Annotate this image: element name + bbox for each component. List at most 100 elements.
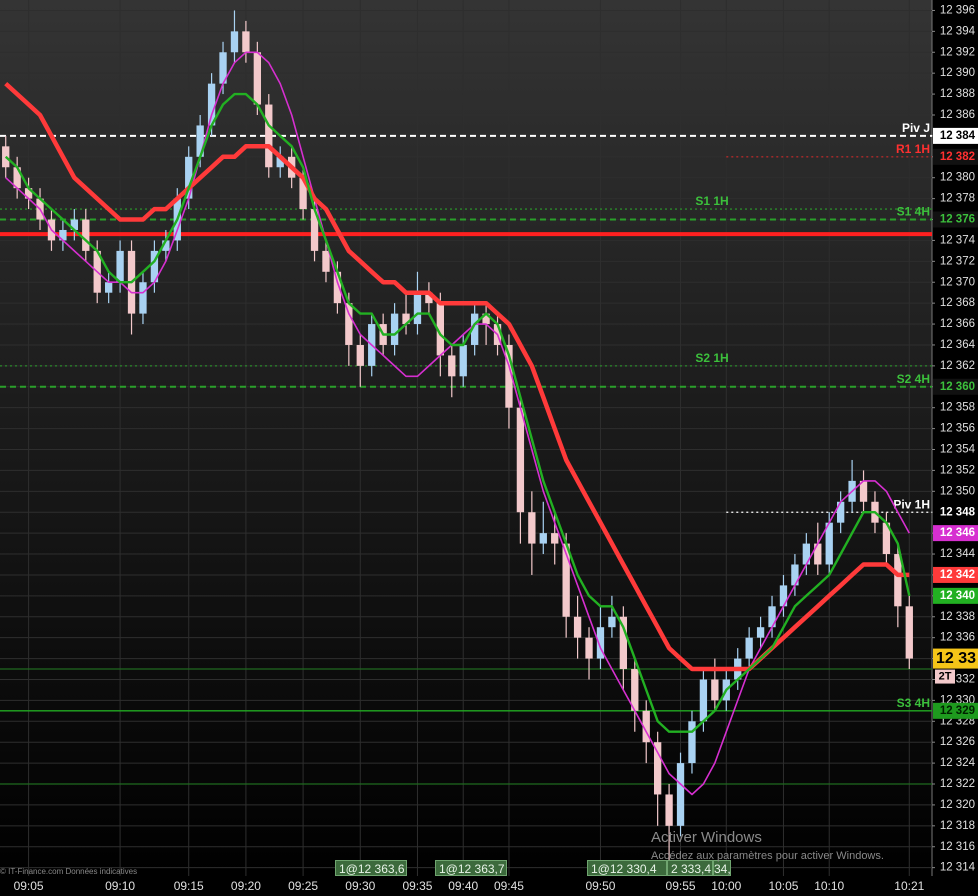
- candle-body: [333, 271, 342, 304]
- x-tick-label: 09:20: [231, 879, 261, 893]
- x-tick-label: 09:25: [288, 879, 318, 893]
- y-tick-label: 12 380: [940, 172, 975, 184]
- candle-body: [859, 480, 868, 502]
- level-badge-bg: [933, 211, 978, 228]
- x-tick-label: 09:40: [448, 879, 478, 893]
- candle-body: [539, 533, 547, 544]
- candle-body: [791, 564, 799, 586]
- ma-badge-bg: [933, 566, 978, 583]
- y-tick-label: 12 356: [940, 423, 975, 435]
- candle-body: [653, 742, 662, 795]
- level-label: S1 4H: [897, 205, 930, 219]
- level-label: Piv J: [902, 121, 930, 135]
- candle-body: [573, 616, 582, 638]
- x-tick-label: 10:10: [814, 879, 844, 893]
- candle-body: [310, 209, 319, 251]
- candle-body: [882, 522, 891, 555]
- order-box[interactable]: 1@12 330,4: [587, 860, 667, 876]
- level-badge-bg: [933, 702, 978, 719]
- level-label: S2 1H: [695, 351, 728, 365]
- level-badge: 12 348: [940, 506, 976, 518]
- candle-body: [230, 31, 239, 53]
- candle-body: [642, 710, 650, 743]
- candle-body: [711, 679, 719, 701]
- candle-body: [104, 282, 113, 293]
- candle-body: [82, 219, 90, 251]
- order-box[interactable]: 2 333,4: [667, 860, 713, 876]
- candle-body: [448, 355, 456, 377]
- plot-background: [0, 0, 932, 876]
- order-box[interactable]: 34,4: [713, 860, 731, 876]
- candle-body: [562, 543, 570, 617]
- x-tick-label: 09:05: [14, 879, 44, 893]
- y-tick-label: 12 338: [940, 611, 975, 623]
- y-tick-label: 12 386: [940, 109, 975, 121]
- x-tick-label: 09:50: [585, 879, 615, 893]
- ma-badge: 12 342: [940, 569, 975, 581]
- footer: © IT-Finance.com Données indicatives: [0, 867, 138, 876]
- candle-body: [322, 250, 330, 272]
- x-tick-label: 09:35: [402, 879, 432, 893]
- y-tick-label: 12 362: [940, 360, 975, 372]
- y-tick-label: 12 320: [940, 799, 975, 811]
- candle-body: [768, 606, 776, 628]
- candle-body: [253, 52, 262, 105]
- last-price: 12 33: [936, 650, 976, 667]
- candle-body: [585, 637, 593, 659]
- candle-body: [676, 763, 685, 826]
- x-tick-label: 09:45: [494, 879, 524, 893]
- candle-body: [390, 313, 399, 345]
- y-tick-label: 12 378: [940, 193, 975, 205]
- y-tick-label: 12 396: [940, 4, 975, 16]
- candle-body: [756, 627, 765, 638]
- candle-body: [299, 177, 307, 210]
- candle-body: [825, 522, 833, 565]
- candle-body: [196, 125, 204, 157]
- candle-body: [608, 616, 616, 628]
- level-badge: 12 384: [940, 130, 976, 142]
- last-tag: 2T: [939, 670, 952, 682]
- candle-body: [265, 104, 273, 168]
- level-label: R1 1H: [896, 142, 930, 156]
- y-tick-label: 12 336: [940, 632, 975, 644]
- level-label: Piv 1H: [893, 497, 930, 511]
- candle-body: [24, 188, 33, 199]
- y-tick-label: 12 318: [940, 820, 975, 832]
- x-tick-label: 09:10: [105, 879, 135, 893]
- candle-body: [470, 313, 479, 345]
- level-badge: 12 376: [940, 214, 975, 226]
- candle-body: [745, 637, 753, 659]
- candle-body: [207, 83, 216, 126]
- candle-body: [505, 344, 513, 408]
- candle-body: [665, 794, 673, 826]
- order-box[interactable]: 1@12 363,6: [335, 860, 407, 876]
- candle-body: [699, 679, 708, 722]
- order-box[interactable]: 1@12 363,7: [435, 860, 507, 876]
- candle-body: [516, 407, 525, 513]
- candle-body: [814, 543, 822, 565]
- y-tick-label: 12 324: [940, 757, 976, 769]
- candle-body: [116, 250, 124, 283]
- candle-body: [905, 606, 913, 659]
- candle-body: [59, 229, 67, 241]
- y-tick-label: 12 392: [940, 46, 975, 58]
- y-tick-label: 12 372: [940, 255, 975, 267]
- candle-body: [482, 313, 490, 325]
- y-tick-label: 12 390: [940, 67, 975, 79]
- level-badge-bg: [933, 127, 978, 144]
- y-tick-label: 12 344: [940, 548, 976, 560]
- y-tick-label: 12 366: [940, 318, 975, 330]
- y-tick-label: 12 370: [940, 276, 975, 288]
- y-tick-label: 12 394: [940, 25, 976, 37]
- y-tick-label: 12 322: [940, 778, 975, 790]
- candle-body: [836, 501, 845, 523]
- y-tick-label: 12 388: [940, 88, 975, 100]
- candle-body: [894, 554, 902, 607]
- x-tick-label: 09:15: [174, 879, 204, 893]
- level-label: S2 4H: [897, 372, 930, 386]
- candle-body: [596, 627, 605, 659]
- candle-body: [779, 585, 788, 607]
- level-badge: 12 360: [940, 381, 975, 393]
- candle-body: [459, 344, 467, 377]
